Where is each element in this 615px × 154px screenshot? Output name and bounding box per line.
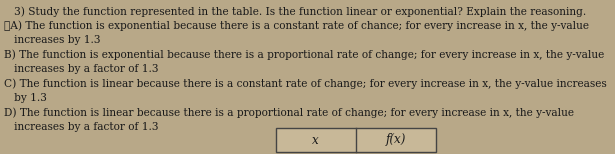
Text: increases by a factor of 1.3: increases by a factor of 1.3 bbox=[4, 122, 159, 132]
Text: x: x bbox=[312, 134, 319, 146]
Text: ✓A) The function is exponential because there is a constant rate of chance; for : ✓A) The function is exponential because … bbox=[4, 20, 589, 31]
Text: C) The function is linear because there is a constant rate of change; for every : C) The function is linear because there … bbox=[4, 79, 607, 89]
Text: increases by 1.3: increases by 1.3 bbox=[4, 35, 100, 45]
Bar bbox=[276, 128, 435, 152]
Text: f(x): f(x) bbox=[386, 134, 406, 146]
Text: increases by a factor of 1.3: increases by a factor of 1.3 bbox=[4, 64, 159, 74]
Text: by 1.3: by 1.3 bbox=[4, 93, 47, 103]
Text: 3) Study the function represented in the table. Is the function linear or expone: 3) Study the function represented in the… bbox=[4, 6, 586, 17]
Text: D) The function is linear because there is a proportional rate of change; for ev: D) The function is linear because there … bbox=[4, 107, 574, 118]
Text: B) The function is exponential because there is a proportional rate of change; f: B) The function is exponential because t… bbox=[4, 49, 605, 60]
